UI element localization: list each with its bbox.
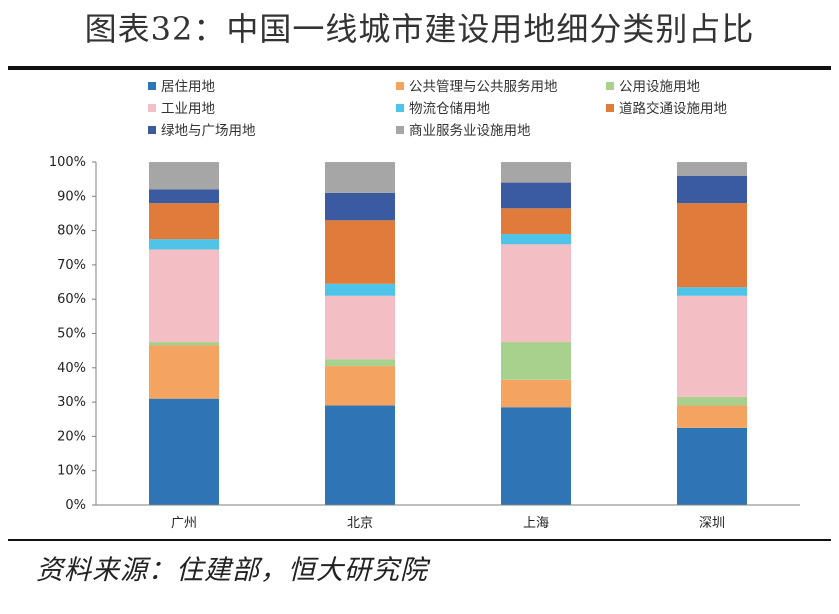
bar-segment — [677, 427, 747, 505]
x-tick-label: 广州 — [171, 516, 197, 531]
bar-segment — [325, 283, 395, 296]
bar-segment — [501, 407, 571, 505]
bars — [149, 162, 747, 505]
legend-swatch — [606, 82, 614, 90]
y-tick-label: 50% — [57, 327, 86, 342]
bar-segment — [501, 162, 571, 183]
bar-segment — [677, 203, 747, 288]
legend-label: 道路交通设施用地 — [619, 100, 727, 117]
legend-swatch — [148, 126, 156, 134]
bar-segment — [149, 249, 219, 343]
y-tick-label: 20% — [57, 429, 86, 444]
bar-segment — [325, 405, 395, 505]
bar-segment — [325, 366, 395, 406]
bar-stack — [325, 162, 395, 505]
y-tick-label: 10% — [57, 464, 86, 479]
bar-segment — [149, 398, 219, 505]
bar-stack — [149, 162, 219, 505]
bar-segment — [501, 208, 571, 235]
legend-swatch — [396, 104, 404, 112]
x-axis: 广州 北京 上海 深圳 — [96, 504, 800, 531]
legend-item: 工业用地 — [148, 101, 215, 117]
bar-segment — [501, 234, 571, 245]
bar-segment — [149, 239, 219, 250]
legend-label: 公共管理与公共服务用地 — [409, 79, 558, 95]
bar-segment — [149, 162, 219, 190]
legend-item: 物流仓储用地 — [396, 101, 490, 117]
bar-segment — [149, 345, 219, 399]
legend-swatch — [606, 104, 614, 112]
legend-item: 绿地与广场用地 — [148, 123, 256, 139]
bar-segment — [677, 405, 747, 428]
x-tick-label: 北京 — [347, 516, 373, 531]
y-tick-label: 70% — [57, 258, 86, 273]
top-rule — [8, 66, 831, 70]
legend-swatch — [148, 104, 156, 112]
legend-label: 物流仓储用地 — [409, 101, 490, 117]
bar-segment — [501, 342, 571, 380]
x-tick-label: 深圳 — [699, 516, 725, 531]
y-tick-label: 60% — [57, 292, 86, 307]
y-tick-label: 100% — [49, 155, 86, 170]
bar-segment — [501, 244, 571, 343]
bar-segment — [325, 295, 395, 360]
bar-segment — [677, 287, 747, 296]
legend-label: 居住用地 — [161, 79, 215, 95]
legend-swatch — [396, 126, 404, 134]
legend-swatch — [396, 82, 404, 90]
legend-item: 道路交通设施用地 — [606, 100, 727, 117]
y-tick-label: 80% — [57, 224, 86, 239]
bar-segment — [325, 192, 395, 221]
bar-segment — [677, 295, 747, 397]
y-tick-label: 90% — [57, 189, 86, 204]
bar-segment — [325, 359, 395, 367]
bar-segment — [325, 162, 395, 193]
source-note: 资料来源：住建部，恒大研究院 — [36, 555, 428, 586]
legend-label: 公用设施用地 — [619, 79, 700, 95]
legend-swatch — [148, 82, 156, 90]
bar-segment — [677, 396, 747, 406]
bar-segment — [149, 203, 219, 240]
legend-label: 商业服务业设施用地 — [409, 123, 531, 139]
bar-stack — [677, 162, 747, 505]
x-tick-label: 上海 — [523, 516, 549, 531]
bar-segment — [149, 189, 219, 204]
y-axis: 0% 10% 20% 30% 40% 50% 60% 70% 80% 90% 100% — [49, 155, 97, 513]
bar-segment — [677, 175, 747, 204]
bar-segment — [677, 162, 747, 176]
legend-item: 商业服务业设施用地 — [396, 123, 531, 139]
legend-label: 绿地与广场用地 — [161, 123, 256, 139]
bottom-rule — [8, 539, 831, 541]
chart-title: 图表32：中国一线城市建设用地细分类别占比 — [84, 10, 755, 48]
bar-segment — [501, 182, 571, 209]
bar-segment — [501, 379, 571, 408]
bar-segment — [149, 342, 219, 346]
legend-item: 居住用地 — [148, 79, 215, 95]
y-tick-label: 30% — [57, 395, 86, 410]
bar-segment — [325, 220, 395, 284]
y-tick-label: 0% — [65, 498, 86, 513]
legend-item: 公用设施用地 — [606, 79, 700, 95]
bar-stack — [501, 162, 571, 505]
legend-label: 工业用地 — [161, 101, 215, 117]
legend-item: 公共管理与公共服务用地 — [396, 79, 558, 95]
y-tick-label: 40% — [57, 361, 86, 376]
